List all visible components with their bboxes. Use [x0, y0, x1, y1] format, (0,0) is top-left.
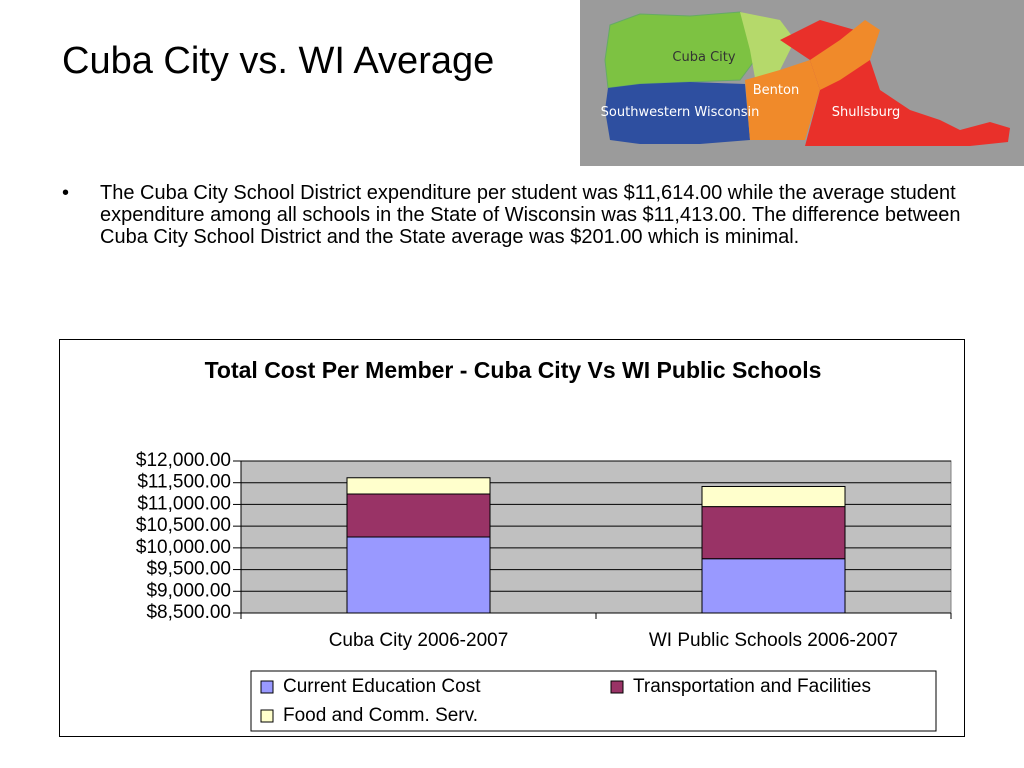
bullet-marker: • [62, 182, 70, 204]
y-tick-label: $10,500.00 [136, 515, 231, 536]
bar-segment [346, 493, 491, 538]
legend-label: Current Education Cost [283, 676, 481, 697]
y-tick-label: $12,000.00 [136, 450, 231, 471]
chart-canvas: $8,500.00$9,000.00$9,500.00$10,000.00$10… [136, 450, 952, 732]
bar-segment [701, 485, 846, 508]
bar-segment [701, 506, 846, 560]
map-label: Southwestern Wisconsin [601, 105, 760, 120]
bar-segment [701, 558, 846, 614]
y-tick-label: $11,500.00 [137, 472, 231, 493]
y-tick-label: $11,000.00 [137, 493, 231, 514]
legend-swatch [610, 680, 624, 694]
map-label: Shullsburg [832, 105, 901, 120]
bullet-text: The Cuba City School District expenditur… [100, 182, 961, 248]
chart: $8,500.00 $9,000.00 $9,500.00 $10,000.00 $10… [59, 339, 965, 737]
legend-swatch [260, 680, 274, 694]
y-tick-label: $9,000.00 [146, 580, 231, 601]
y-tick-label: $10,000.00 [136, 537, 231, 558]
map-image: Cuba City Benton Southwestern Wisconsin … [580, 0, 1024, 166]
map-label: Benton [753, 83, 799, 98]
chart-title: Total Cost Per Member - Cuba City Vs WI … [204, 357, 822, 383]
legend-swatch [260, 709, 274, 723]
x-tick-label: Cuba City 2006-2007 [329, 630, 509, 651]
x-tick-label: WI Public Schools 2006-2007 [649, 630, 898, 651]
slide-title: Cuba City vs. WI Average [62, 40, 495, 82]
map-label: Cuba City [672, 50, 735, 65]
bar-segment [346, 477, 491, 495]
bar-segment [346, 536, 491, 614]
legend-label: Food and Comm. Serv. [283, 705, 478, 726]
y-tick-label: $9,500.00 [146, 559, 231, 580]
legend-label: Transportation and Facilities [633, 676, 871, 697]
legend-box [250, 670, 937, 732]
y-tick-label: $8,500.00 [146, 602, 231, 623]
